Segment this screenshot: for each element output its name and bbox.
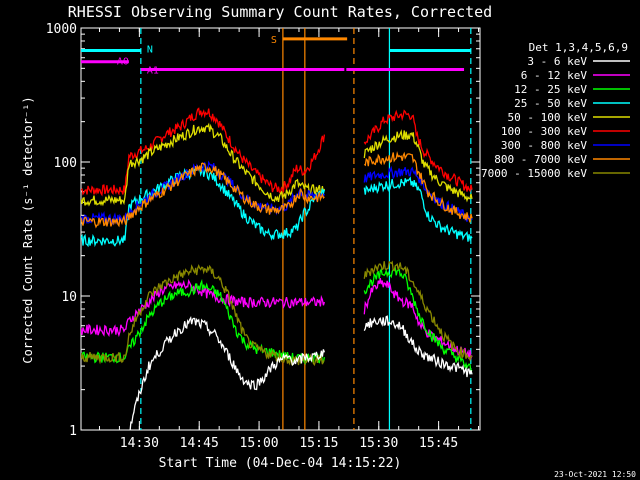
y-tick-label: 1 bbox=[69, 424, 77, 439]
plot-area: 1 10 100 1000 14:30 14:45 15:00 15:15 15:30 15:45… bbox=[46, 22, 481, 451]
series-line bbox=[363, 265, 473, 373]
series-line bbox=[81, 162, 325, 229]
series-line bbox=[363, 151, 473, 223]
footer-date: 23-Oct-2021 12:50 bbox=[554, 470, 636, 479]
plot-frame bbox=[80, 27, 481, 431]
legend-label: 6 - 12 keV bbox=[521, 69, 588, 82]
legend-label: 3 - 6 keV bbox=[527, 55, 587, 68]
x-axis-label: Start Time (04-Dec-04 14:15:22) bbox=[159, 456, 402, 471]
y-tick-label: 100 bbox=[54, 156, 77, 171]
legend-label: 50 - 100 keV bbox=[508, 111, 588, 124]
y-tick-label: 1000 bbox=[46, 22, 77, 37]
series-group bbox=[81, 28, 473, 430]
legend-label: 7000 - 15000 keV bbox=[481, 167, 587, 180]
x-tick-label: 15:45 bbox=[419, 436, 458, 451]
x-tick-label: 15:15 bbox=[299, 436, 338, 451]
series-line bbox=[81, 278, 326, 365]
flag-label: A1 bbox=[147, 66, 159, 77]
series-line bbox=[363, 129, 473, 203]
legend-label: 800 - 7000 keV bbox=[494, 153, 587, 166]
legend-label: 100 - 300 keV bbox=[501, 125, 587, 138]
legend-label: 12 - 25 keV bbox=[514, 83, 587, 96]
y-axis-label: Corrected Count Rate (s⁻¹ detector⁻¹) bbox=[21, 96, 35, 363]
series-line bbox=[363, 277, 473, 361]
series-line bbox=[81, 122, 326, 207]
legend-label: 300 - 800 keV bbox=[501, 139, 587, 152]
x-tick-label: 14:45 bbox=[180, 436, 219, 451]
series-line bbox=[363, 260, 473, 362]
chart-title: RHESSI Observing Summary Count Rates, Co… bbox=[68, 3, 492, 21]
flag-label: S bbox=[271, 35, 277, 46]
series-line bbox=[129, 316, 326, 430]
series-line bbox=[363, 176, 473, 242]
series-line bbox=[81, 263, 325, 367]
series-line bbox=[81, 107, 326, 197]
flag-label: N bbox=[147, 44, 153, 55]
x-tick-label: 14:30 bbox=[120, 436, 159, 451]
legend-label: 25 - 50 keV bbox=[514, 97, 587, 110]
x-tick-label: 15:30 bbox=[359, 436, 398, 451]
flag-label: A0 bbox=[117, 57, 129, 68]
x-tick-label: 15:00 bbox=[240, 436, 279, 451]
series-line bbox=[363, 165, 473, 222]
series-line bbox=[363, 109, 473, 193]
legend-title: Det 1,3,4,5,6,9 bbox=[529, 41, 628, 54]
series-line bbox=[363, 315, 473, 378]
y-tick-label: 10 bbox=[61, 290, 77, 305]
